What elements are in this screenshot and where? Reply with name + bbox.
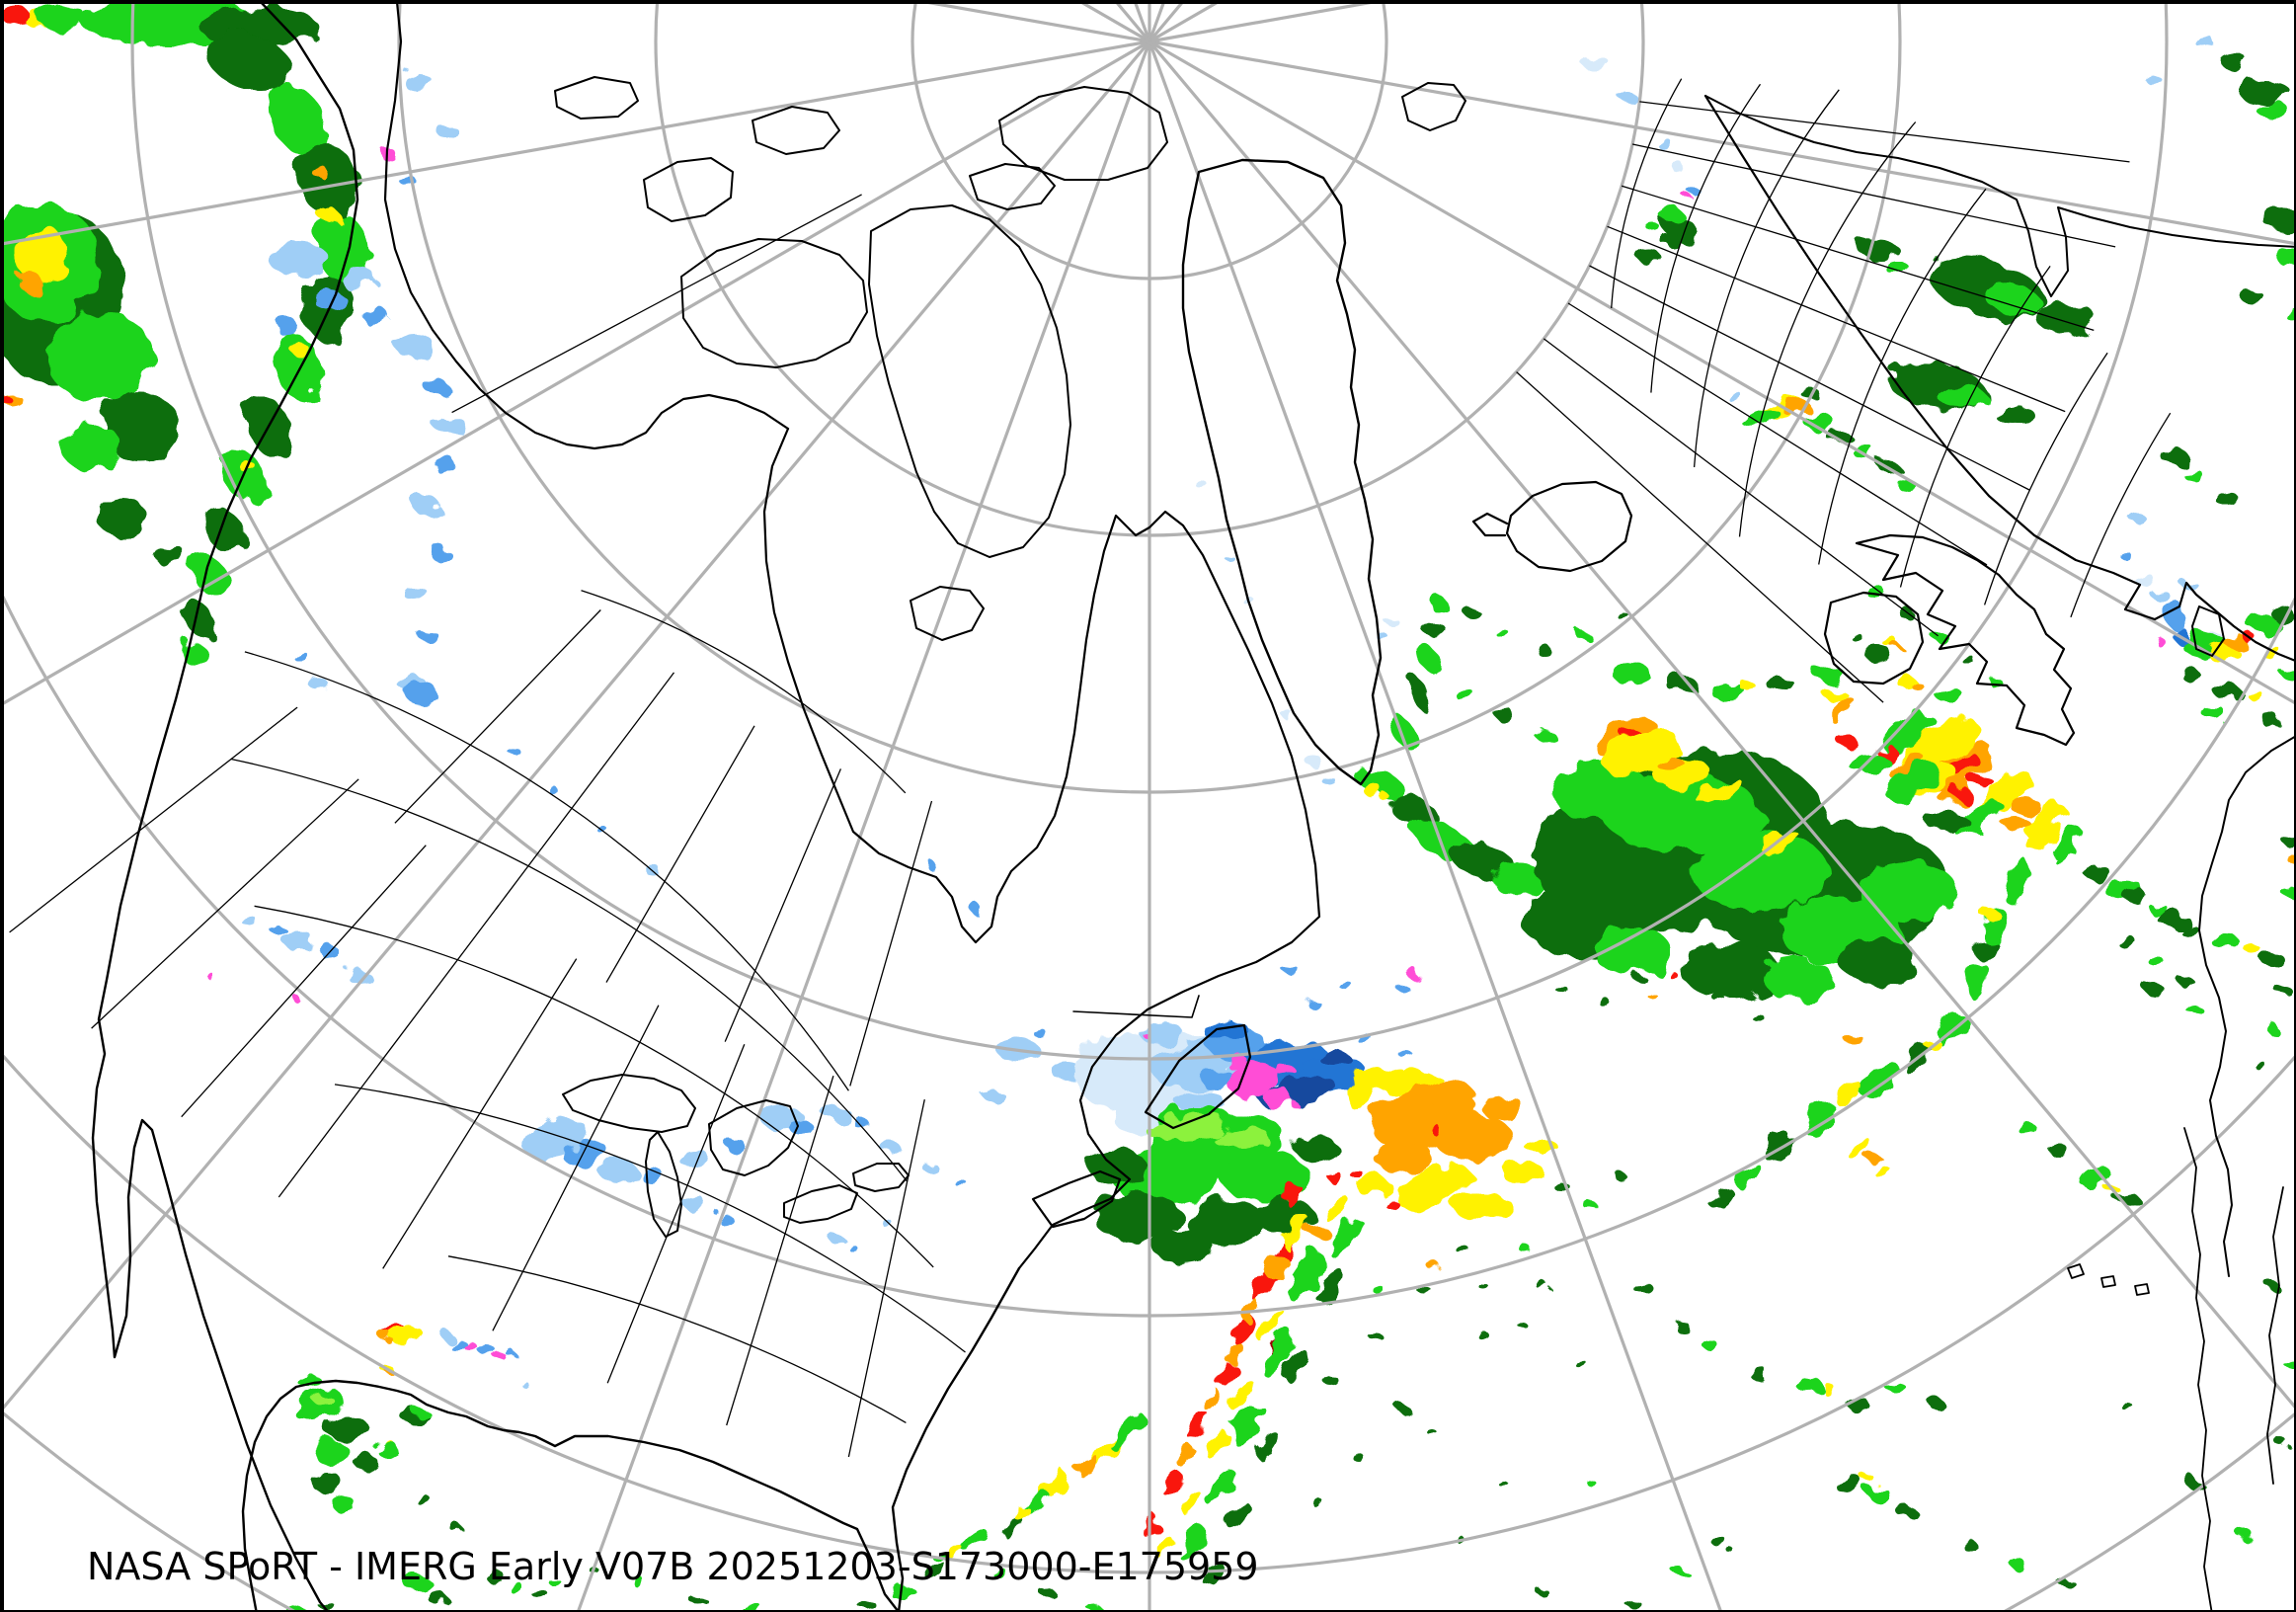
precip-norway-coast-rain (1727, 387, 1918, 492)
precip-western-canada-snow (269, 71, 662, 876)
coast-caspian-border-1 (2183, 1127, 2213, 1610)
precip-atlantic-squall-bands (592, 1184, 1528, 1610)
coast-greenland (1181, 158, 1383, 786)
coast-victoria-island (680, 238, 868, 368)
coast-denmark (2191, 605, 2225, 657)
coast-svalbard (1401, 82, 1466, 131)
alaska-border (451, 194, 862, 414)
coast-lake-superior (562, 1074, 696, 1133)
coast-great-britain (1855, 533, 2076, 747)
coast-devon-island (969, 163, 1056, 210)
coast-us-east-gulf-coast (241, 1266, 1021, 1610)
coast-france-iberia-coast (2198, 736, 2294, 1277)
coast-hudson-bay-coast (762, 427, 1321, 1270)
coast-lake-huron (708, 1099, 799, 1176)
coast-banks-island (643, 157, 734, 222)
coast-azores-1 (2067, 1263, 2085, 1279)
coast-caspian-border-2 (2266, 1186, 2284, 1485)
precip-texas-gulf-rain (288, 1326, 561, 1610)
precip-pacific-ocean-rain (2, 2, 318, 567)
coast-azores-2 (2100, 1275, 2116, 1288)
precip-pacific-coast-rain-band (179, 31, 369, 670)
coast-azores-3 (2134, 1283, 2150, 1296)
coast-melville-island (752, 106, 840, 155)
coast-north-america-arctic-coast (383, 2, 790, 450)
coast-iceland (1471, 480, 1633, 573)
us-state-borders (9, 651, 966, 1458)
coast-ireland (1823, 591, 1925, 685)
coastlines (91, 2, 2294, 1610)
precip-south-atlantic-scatter (1429, 1122, 2294, 1606)
coast-ellesmere-island (998, 86, 1168, 181)
map-title: NASA SPoRT - IMERG Early V07B 20251203-S… (87, 1545, 1259, 1588)
coast-southampton-island (910, 586, 985, 641)
precip-newfoundland-storm-rain (1088, 1067, 1558, 1262)
precip-us-rockies-snow (206, 916, 369, 1006)
coast-baffin-island (868, 204, 1071, 558)
coast-north-america-west-coast (91, 2, 359, 1610)
coast-lake-erie (783, 1184, 858, 1224)
canada-province-borders (394, 590, 933, 1087)
coast-quebec-labrador-border (1072, 995, 1200, 1018)
coast-norway-coast (1703, 94, 2294, 662)
coast-newfoundland-island (1144, 1023, 1252, 1130)
precip-great-lakes-snow (521, 862, 984, 1251)
precip-scandinavia-rain (1580, 36, 2294, 559)
coast-parry-islands (554, 76, 639, 120)
coast-arctic-russia-coast (1704, 95, 2294, 297)
coast-nova-scotia (1031, 1169, 1122, 1229)
coast-lake-michigan (645, 1131, 682, 1238)
europe-russia-borders (1516, 78, 2172, 703)
coast-lake-ontario (852, 1163, 910, 1192)
